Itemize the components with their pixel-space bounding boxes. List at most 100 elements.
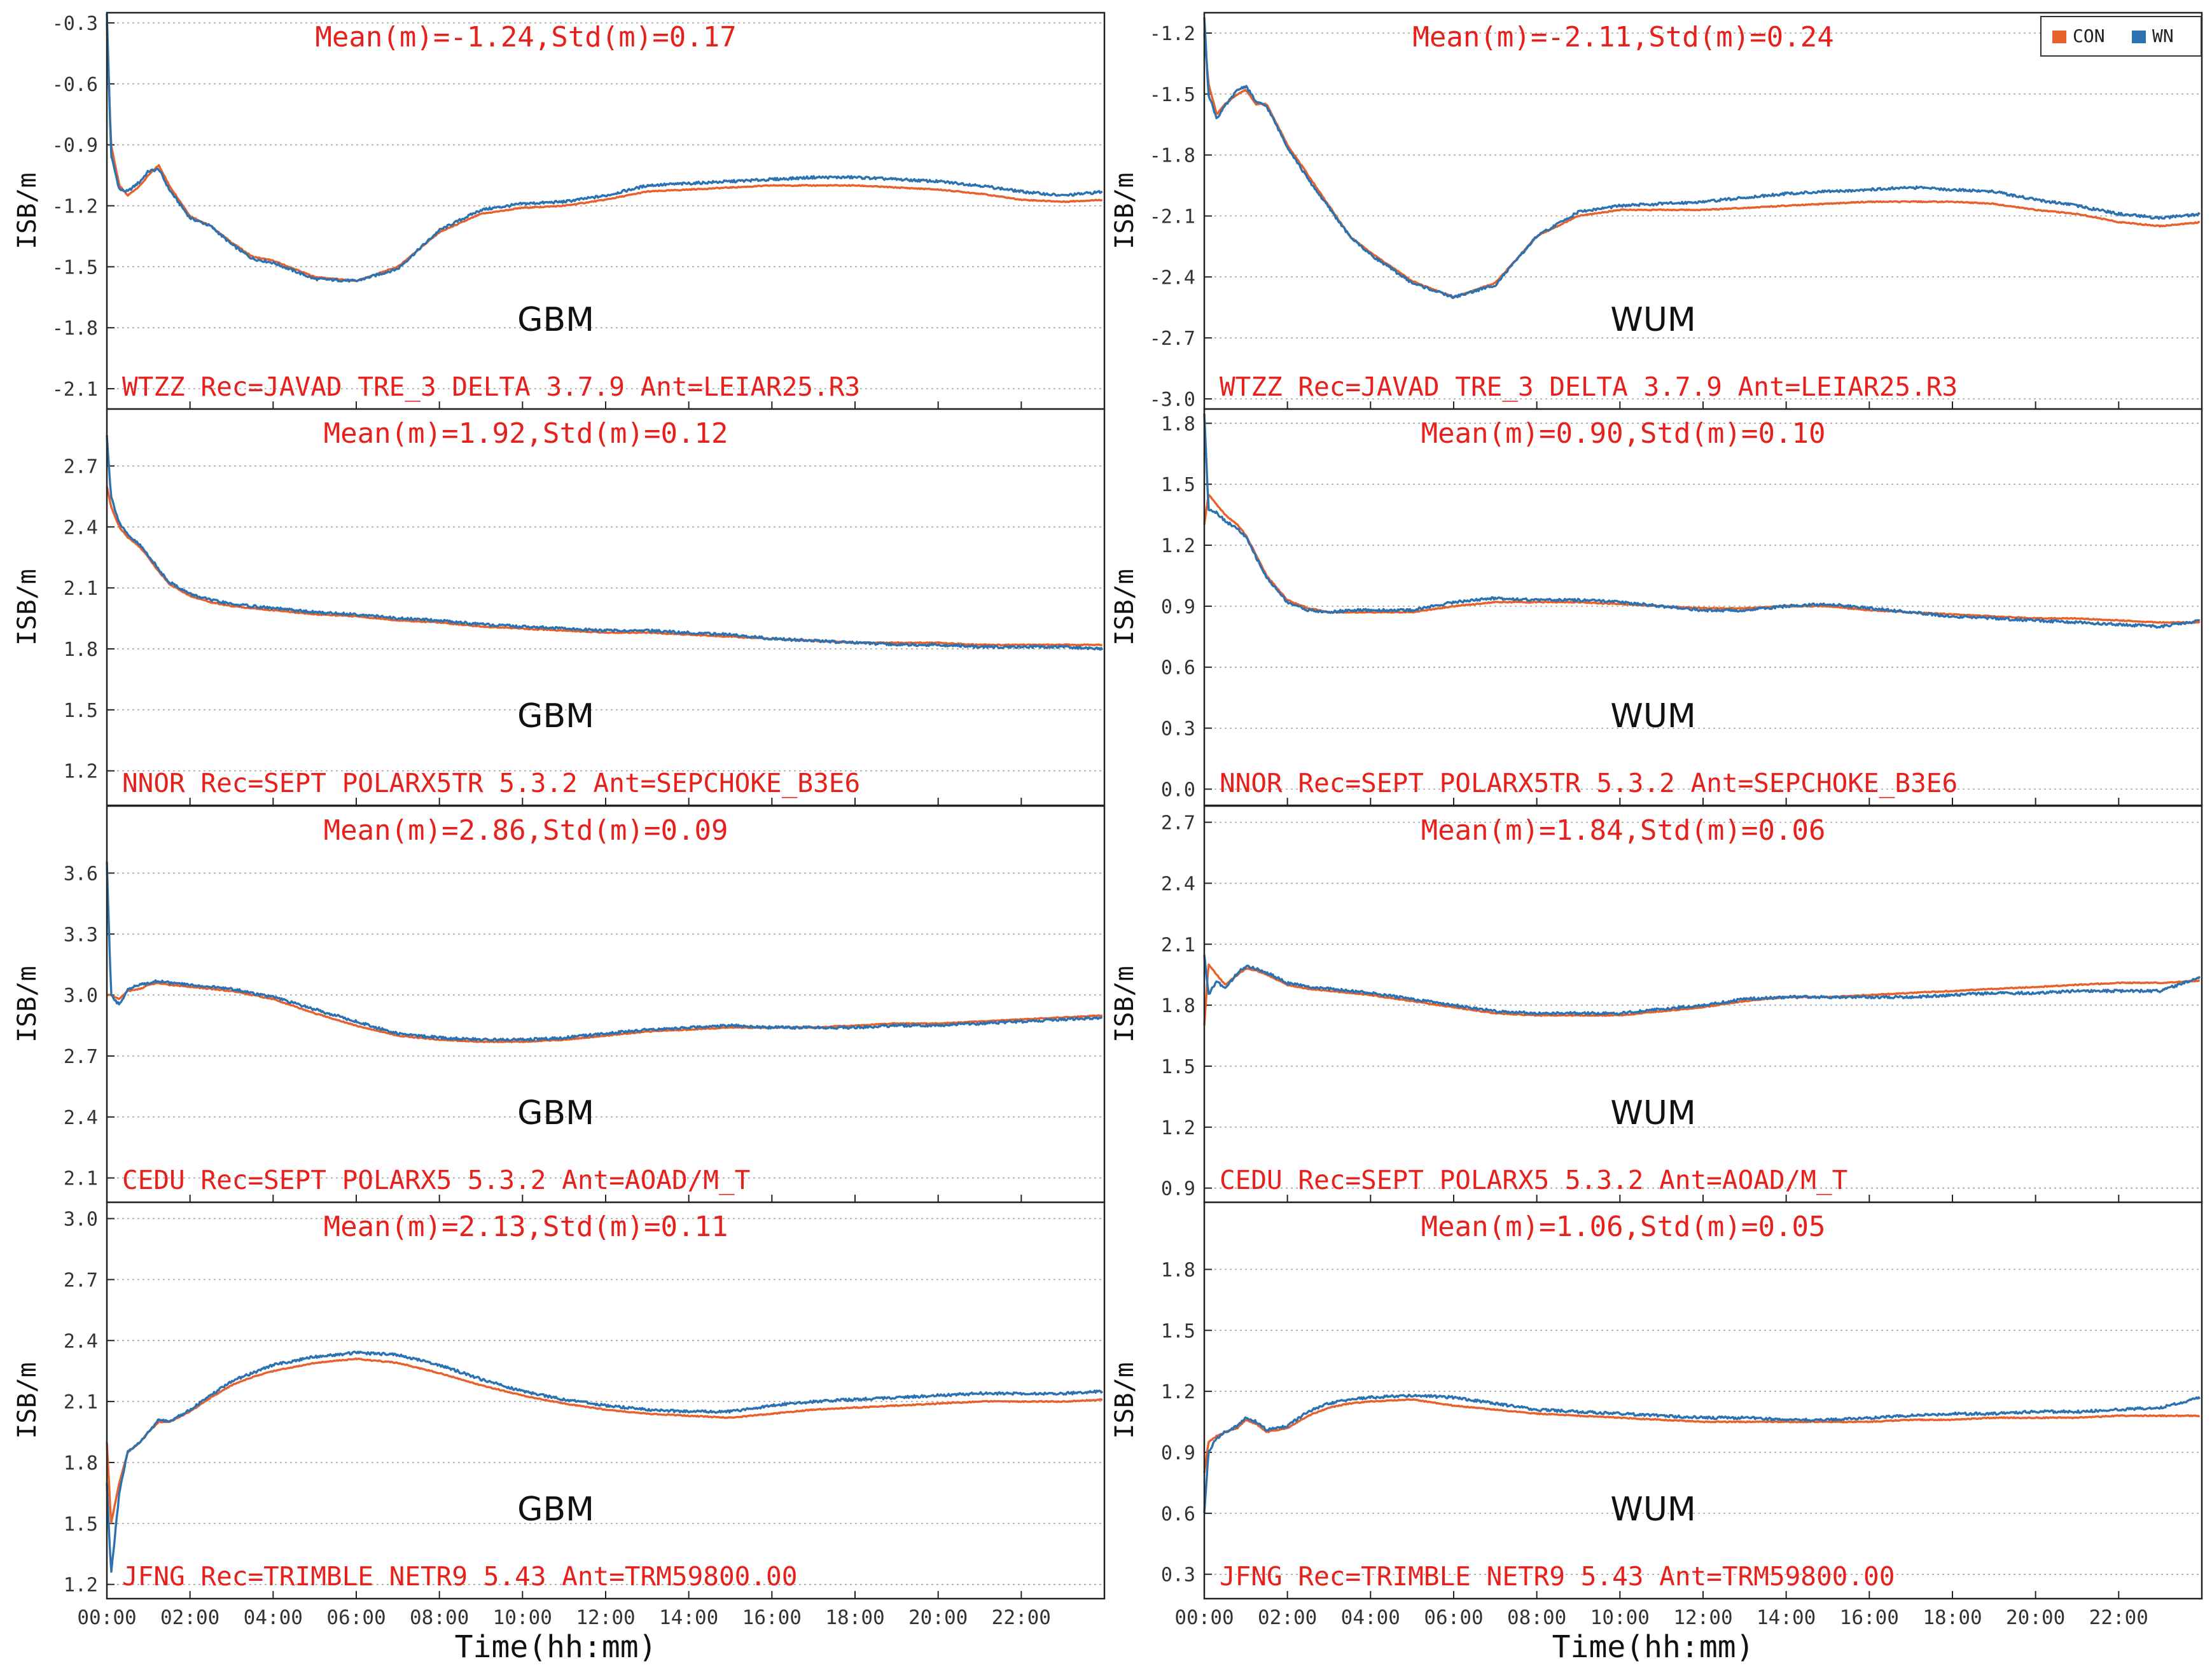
y-tick-label: 2.1	[64, 1391, 98, 1414]
y-tick-label: 3.3	[64, 924, 98, 946]
legend-swatch-wn	[2132, 31, 2146, 43]
series-line-con	[106, 486, 1103, 647]
y-tick-label: 3.0	[64, 1209, 98, 1231]
x-tick-label: 12:00	[1673, 1606, 1732, 1629]
stats-annotation: Mean(m)=1.06,Std(m)=0.05	[1421, 1211, 1826, 1243]
x-tick-label: 06:00	[326, 1606, 386, 1629]
x-tick-label: 18:00	[1923, 1606, 1982, 1629]
product-label: WUM	[1610, 1094, 1695, 1132]
x-tick-label: 04:00	[244, 1606, 303, 1629]
y-tick-label: -1.8	[1150, 145, 1195, 167]
y-tick-label: 0.0	[1161, 779, 1195, 801]
series-line-con	[1203, 1398, 2201, 1473]
y-tick-label: 2.4	[64, 517, 98, 539]
product-label: WUM	[1610, 1491, 1695, 1529]
x-tick-label: 02:00	[160, 1606, 219, 1629]
y-tick-label: 1.5	[1161, 474, 1195, 496]
x-tick-label: 00:00	[1174, 1606, 1234, 1629]
x-tick-label: 14:00	[659, 1606, 718, 1629]
y-tick-label: 2.4	[1161, 873, 1195, 895]
product-label: GBM	[517, 301, 594, 339]
panel-gbm-cedu: 3.6 3.3 3.0 2.7 2.4 2.1 Mean(m)=2.86,Std(m)=0.…	[13, 805, 1106, 1204]
y-tick-label: 1.8	[1161, 995, 1195, 1017]
series-line-wn	[1203, 1393, 2201, 1513]
x-tick-label: 12:00	[576, 1606, 635, 1629]
x-axis-label: Time(hh:mm)	[1552, 1629, 1755, 1665]
y-tick-label: 2.4	[64, 1330, 98, 1352]
series-line-con	[1203, 963, 2201, 1025]
y-tick-label: 0.3	[1161, 1564, 1195, 1587]
y-tick-label: 2.7	[64, 1269, 98, 1291]
y-tick-label: -0.6	[52, 74, 98, 96]
station-annotation: JFNG Rec=TRIMBLE NETR9 5.43 Ant=TRM59800…	[122, 1561, 797, 1592]
y-tick-label: 1.8	[1161, 413, 1195, 435]
plot-frame	[1203, 1201, 2203, 1600]
x-tick-label: 00:00	[77, 1606, 136, 1629]
station-annotation: WTZZ Rec=JAVAD TRE_3 DELTA 3.7.9 Ant=LEI…	[1220, 372, 1958, 402]
y-axis-label: ISB/m	[1110, 172, 1139, 249]
y-tick-label: 1.8	[64, 1452, 98, 1475]
legend-label-wn: WN	[2152, 25, 2174, 46]
y-tick-label: 1.2	[1161, 535, 1195, 557]
station-annotation: CEDU Rec=SEPT POLARX5 5.3.2 Ant=AOAD/M_T	[1220, 1165, 1847, 1195]
y-tick-label: -2.4	[1150, 267, 1195, 289]
y-axis-label: ISB/m	[13, 966, 42, 1042]
legend: CON WN	[2040, 16, 2202, 57]
x-tick-label: 18:00	[825, 1606, 884, 1629]
y-tick-label: 0.9	[1161, 1178, 1195, 1200]
y-tick-label: -1.2	[1150, 23, 1195, 45]
y-axis-label: ISB/m	[1110, 1362, 1139, 1438]
y-tick-label: 1.2	[64, 761, 98, 783]
series-line-wn	[106, 861, 1103, 1042]
y-tick-label: 3.0	[64, 985, 98, 1007]
y-tick-label: 0.6	[1161, 1503, 1195, 1526]
y-axis-label: ISB/m	[13, 1362, 42, 1438]
y-tick-label: -2.7	[1150, 328, 1195, 350]
y-tick-label: 0.9	[1161, 1442, 1195, 1464]
y-tick-label: 1.5	[1161, 1056, 1195, 1078]
y-axis-label: ISB/m	[1110, 569, 1139, 645]
station-annotation: JFNG Rec=TRIMBLE NETR9 5.43 Ant=TRM59800…	[1220, 1561, 1895, 1592]
y-tick-label: 2.1	[64, 1168, 98, 1190]
series-line-con	[106, 982, 1103, 1043]
plot-area	[107, 1202, 1104, 1599]
series-line-wn	[106, 1351, 1103, 1573]
panel-gbm-wtzz: -0.3 -0.6 -0.9 -1.2 -1.5 -1.8 -2.1 Mean(m)=-1.2…	[13, 11, 1106, 410]
plot-frame	[106, 1201, 1106, 1600]
product-label: GBM	[517, 697, 594, 735]
y-tick-label: -3.0	[1150, 389, 1195, 411]
panel-wum-nnor: 1.8 1.5 1.2 0.9 0.6 0.3 0.0 Mean(m)=0.90,Std(m)…	[1110, 408, 2203, 807]
y-tick-label: 2.1	[1161, 934, 1195, 956]
y-tick-label: 2.1	[64, 578, 98, 600]
legend-swatch-con	[2052, 31, 2066, 43]
y-tick-label: 1.2	[1161, 1381, 1195, 1403]
x-tick-label: 16:00	[1840, 1606, 1899, 1629]
y-tick-label: -2.1	[1150, 205, 1195, 228]
y-axis-label: ISB/m	[13, 569, 42, 645]
y-tick-label: 1.5	[64, 1513, 98, 1536]
station-annotation: CEDU Rec=SEPT POLARX5 5.3.2 Ant=AOAD/M_T	[122, 1165, 750, 1195]
stats-annotation: Mean(m)=-1.24,Std(m)=0.17	[315, 21, 736, 53]
y-tick-label: -1.2	[52, 196, 98, 218]
product-label: GBM	[517, 1094, 594, 1132]
series-line-wn	[1203, 17, 2201, 299]
station-annotation: NNOR Rec=SEPT POLARX5TR 5.3.2 Ant=SEPCHO…	[1220, 768, 1958, 798]
station-annotation: NNOR Rec=SEPT POLARX5TR 5.3.2 Ant=SEPCHO…	[122, 768, 860, 798]
y-tick-label: 2.7	[1161, 812, 1195, 835]
series-line-wn	[1203, 955, 2201, 1016]
product-label: WUM	[1610, 301, 1695, 339]
plot-area	[107, 806, 1104, 1202]
x-tick-label: 08:00	[410, 1606, 469, 1629]
plot-area	[107, 13, 1104, 409]
x-tick-label: 04:00	[1341, 1606, 1400, 1629]
y-tick-label: -1.5	[1150, 84, 1195, 106]
y-tick-label: 2.7	[64, 1046, 98, 1068]
x-tick-label: 02:00	[1258, 1606, 1317, 1629]
y-tick-label: -1.5	[52, 256, 98, 279]
y-tick-label: 0.9	[1161, 596, 1195, 618]
series-line-wn	[1203, 414, 2201, 629]
panel-gbm-jfng: 3.0 2.7 2.4 2.1 1.8 1.5 1.2 00:00 02:00 04:00 06:0…	[13, 1201, 1106, 1665]
x-axis-label: Time(hh:mm)	[455, 1629, 657, 1665]
stats-annotation: Mean(m)=-2.11,Std(m)=0.24	[1412, 21, 1833, 53]
